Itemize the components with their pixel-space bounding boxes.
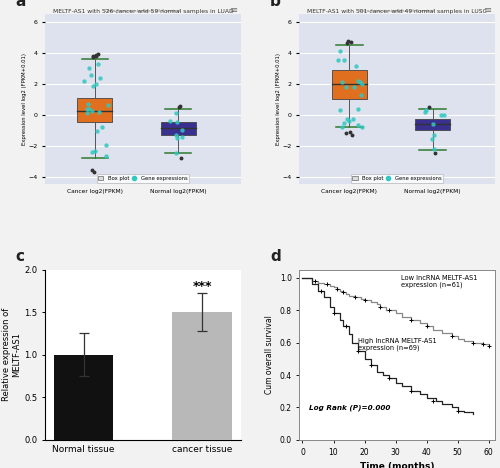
Y-axis label: Relative expression of
MELTF-AS1: Relative expression of MELTF-AS1	[2, 308, 21, 402]
Bar	[172, 312, 232, 440]
X-axis label: Time (months): Time (months)	[360, 462, 434, 468]
Text: Log Rank (P)=0.000: Log Rank (P)=0.000	[309, 404, 390, 411]
Text: c: c	[16, 249, 24, 264]
Legend: Box plot, Gene expressions: Box plot, Gene expressions	[96, 175, 189, 183]
Text: b: b	[270, 0, 281, 8]
Text: d: d	[270, 249, 281, 264]
Text: ≡: ≡	[230, 5, 237, 15]
Bar	[54, 355, 113, 440]
Bar	[415, 118, 450, 130]
Text: ≡: ≡	[484, 5, 492, 15]
Text: Data Source: starBase v3.0 project: Data Source: starBase v3.0 project	[360, 9, 435, 13]
Y-axis label: Cum overall survival: Cum overall survival	[265, 315, 274, 394]
Title: MELTF-AS1 with 526 cancer and 59 normal samples in LUAD: MELTF-AS1 with 526 cancer and 59 normal …	[52, 8, 233, 14]
Text: High lncRNA MELTF-AS1
expression (n=69): High lncRNA MELTF-AS1 expression (n=69)	[358, 338, 436, 351]
Legend: Box plot, Gene expressions: Box plot, Gene expressions	[351, 175, 444, 183]
Y-axis label: Expression level log2 (FPKM+0.01): Expression level log2 (FPKM+0.01)	[276, 53, 281, 145]
Text: Data Source: starBase v3.0 project: Data Source: starBase v3.0 project	[105, 9, 180, 13]
Bar	[78, 98, 112, 123]
Y-axis label: Expression level log2 (FPKM+0.01): Expression level log2 (FPKM+0.01)	[22, 53, 26, 145]
Text: ***: ***	[192, 280, 212, 293]
Bar	[332, 70, 367, 99]
Text: Low lncRNA MELTF-AS1
expression (n=61): Low lncRNA MELTF-AS1 expression (n=61)	[401, 275, 477, 288]
Text: a: a	[16, 0, 26, 8]
Bar	[160, 122, 196, 135]
Title: MELTF-AS1 with 501 cancer and 49 normal samples in LUSC: MELTF-AS1 with 501 cancer and 49 normal …	[308, 8, 487, 14]
